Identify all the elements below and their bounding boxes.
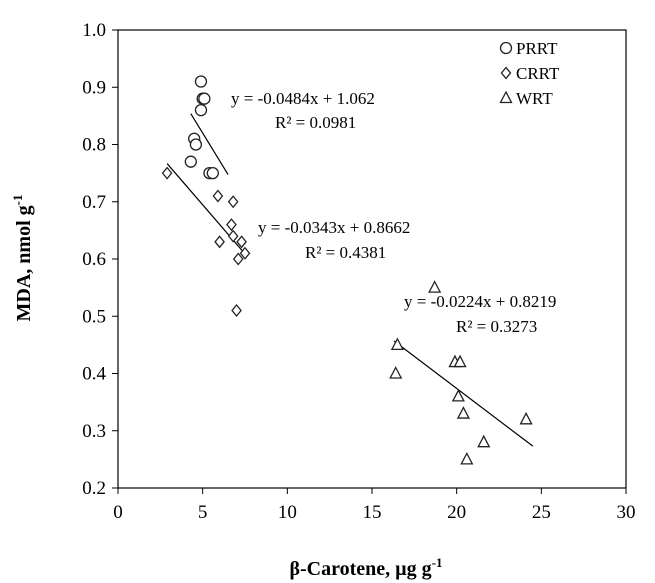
legend: PRRT CRRT WRT [499, 39, 560, 108]
x-axis-title: β-Carotene, µg g-1 [289, 555, 442, 580]
y-tick-label: 0.3 [82, 421, 106, 442]
point-wrt [519, 411, 533, 425]
point-crrt [161, 166, 173, 180]
point-prrt [189, 138, 203, 151]
point-wrt [477, 434, 491, 448]
x-tick-label: 30 [617, 502, 636, 523]
point-crrt [236, 235, 247, 249]
legend-label-prrt: PRRT [516, 39, 558, 58]
r-squared-wrt: R² = 0.3273 [456, 317, 537, 336]
legend-label-crrt: CRRT [516, 64, 560, 83]
trendline-prrt [190, 113, 229, 175]
point-wrt [389, 366, 403, 379]
y-tick-label: 0.2 [82, 478, 106, 499]
equation-prrt: y = -0.0484x + 1.062 [231, 89, 375, 108]
y-tick-label: 0.7 [82, 192, 106, 213]
r-squared-prrt: R² = 0.0981 [275, 113, 356, 132]
point-crrt [226, 218, 237, 232]
point-wrt [453, 354, 467, 368]
x-tick-label: 25 [532, 502, 551, 523]
trendline-wrt [393, 340, 534, 447]
point-prrt [194, 104, 208, 117]
x-tick-label: 5 [198, 502, 208, 523]
point-wrt [456, 406, 471, 419]
y-tick-label: 0.6 [82, 249, 106, 270]
y-tick-label: 0.9 [82, 77, 106, 98]
legend-marker-crrt [500, 66, 512, 80]
point-wrt [390, 337, 404, 351]
equation-wrt: y = -0.0224x + 0.8219 [404, 292, 556, 311]
x-tick-label: 10 [278, 502, 297, 523]
legend-marker-prrt [499, 41, 513, 55]
y-ticks: 0.2 0.3 0.4 0.5 0.6 0.7 0.8 0.9 1.0 [82, 20, 118, 499]
x-tick-label: 0 [113, 502, 123, 523]
data-points [161, 75, 533, 465]
point-prrt [184, 155, 197, 168]
point-crrt [214, 235, 225, 249]
point-prrt [194, 75, 208, 88]
trendline-annotations: y = -0.0484x + 1.062 R² = 0.0981 y = -0.03… [231, 89, 556, 336]
r-squared-crrt: R² = 0.4381 [305, 243, 386, 262]
point-crrt [212, 189, 224, 203]
legend-marker-wrt [499, 90, 513, 104]
point-crrt [227, 229, 239, 243]
point-wrt [460, 451, 474, 465]
point-wrt [428, 280, 442, 293]
point-prrt [198, 92, 211, 105]
point-crrt [239, 246, 251, 260]
y-tick-label: 0.8 [82, 135, 106, 156]
point-crrt [232, 252, 244, 266]
x-tick-label: 15 [363, 502, 382, 523]
equation-crrt: y = -0.0343x + 0.8662 [258, 218, 410, 237]
y-tick-label: 0.5 [82, 306, 106, 327]
legend-label-wrt: WRT [516, 89, 553, 108]
y-axis-title: MDA, nmol g-1 [10, 195, 35, 322]
point-prrt [206, 166, 219, 180]
trendlines [166, 113, 534, 447]
y-tick-label: 0.4 [82, 364, 106, 385]
point-wrt [451, 388, 465, 402]
point-crrt [227, 195, 239, 209]
x-tick-label: 20 [447, 502, 466, 523]
x-ticks: 0 5 10 15 20 25 30 [113, 488, 636, 523]
point-crrt [231, 303, 242, 318]
y-tick-label: 1.0 [82, 20, 106, 41]
